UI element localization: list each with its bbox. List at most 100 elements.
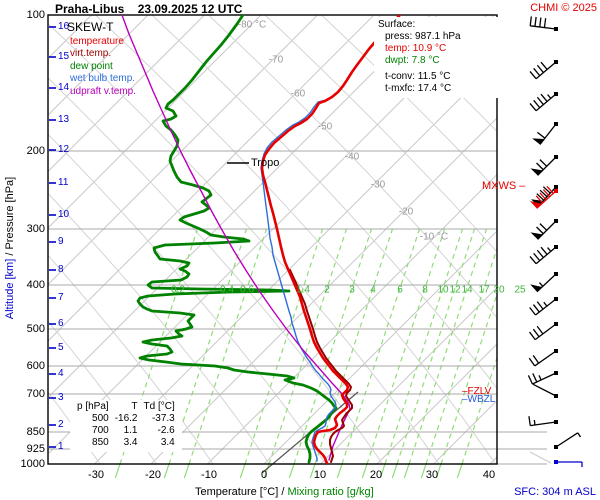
isotherm-label: -20 [398, 206, 414, 218]
curve-legend: temperature virt.temp. dew point wet bulb t… [70, 36, 136, 98]
updraft-virt-temp-curve [121, 15, 351, 461]
mixing-ratio-tick [114, 463, 121, 479]
altitude-tick-label: 3 [58, 392, 64, 403]
y-axis-title: Altitude [km] / Pressure [hPa] [4, 153, 16, 343]
y-axis-title-sep: / [4, 252, 16, 256]
surface-value-line: press: 987.1 hPa [385, 31, 461, 42]
mixing-ratio-tick [435, 463, 442, 479]
mixing-ratio-tick [361, 463, 368, 479]
dry-adiabat-line [151, 15, 497, 390]
copyright-label: CHMI © 2025 [530, 2, 597, 14]
pressure-tick-label: 1000 [20, 458, 45, 470]
altitude-tick-label: 16 [58, 21, 70, 32]
pressure-tick-label: 500 [26, 323, 45, 335]
pressure-tick-label: 700 [26, 388, 45, 400]
sounding-curves [121, 15, 402, 464]
isotherm-line [150, 117, 497, 464]
legend-item: udpraft v.temp. [70, 85, 136, 97]
wind-barb [554, 460, 583, 467]
wind-barb [529, 185, 558, 209]
dew-point-curve [136, 15, 338, 464]
mixing-ratio-label: 3 [349, 284, 355, 296]
freezing-level-label: –FZLV [462, 386, 492, 397]
x-tick-label: -10 [201, 469, 217, 481]
altitude-tick-label: 4 [58, 368, 64, 379]
wind-barb [529, 245, 558, 265]
mixing-ratio-label: 6 [397, 284, 403, 296]
isotherm-line [48, 15, 431, 399]
wind-barb [532, 383, 558, 398]
altitude-tick-label: 2 [58, 419, 64, 430]
altitude-tick-label: 5 [58, 342, 64, 353]
wind-barb [529, 92, 558, 112]
station-name: Praha-Libus [55, 2, 125, 16]
mixing-ratio-label: 0.2 [171, 284, 185, 296]
altitude-tick-label: 7 [58, 292, 64, 303]
table-cell: 850 [92, 437, 109, 448]
isotherm-label: -70 [268, 54, 284, 66]
mixing-ratio-label: 2 [324, 284, 330, 296]
x-tick-label: 30 [425, 469, 439, 481]
mixing-ratio-tick [288, 463, 295, 479]
pressure-tick-label: 300 [26, 223, 45, 235]
mixing-ratio-label: 4 [370, 284, 376, 296]
table-row: 700 1.1 -2.6 [74, 426, 178, 438]
mixing-ratio-tick [391, 463, 398, 479]
wind-barb [527, 371, 558, 385]
altitude-tick-label: 14 [58, 82, 70, 93]
pressure-tick-label: 400 [26, 279, 45, 291]
table-cell: -2.6 [157, 425, 175, 436]
wind-barb [530, 272, 558, 293]
dry-adiabat-line [48, 192, 270, 464]
table-cell: 3.4 [123, 437, 138, 448]
mixing-ratio-label: 0.4 [220, 284, 234, 296]
dry-adiabat-line [48, 22, 440, 464]
mixing-ratio-label: 1.4 [296, 284, 310, 296]
max-wind-label: MXWS – [482, 180, 526, 192]
mixing-ratio-tick [379, 463, 386, 479]
isotherm-line [48, 15, 262, 229]
sounding-datetime: 23.09.2025 12 UTC [137, 2, 243, 16]
surface-value-line: dwpt: 7.8 °C [385, 55, 440, 66]
table-header-cell: Td [°C] [143, 401, 175, 412]
pressure-tick-label: 200 [26, 145, 45, 157]
altitude-tick-label: 9 [58, 236, 64, 247]
wind-barb [528, 416, 558, 427]
pressure-tick-label: 925 [26, 443, 45, 455]
x-tick-label: 10 [313, 469, 327, 481]
surface-derived-line: t-conv: 11.5 °C [385, 71, 451, 82]
isotherm-line [207, 173, 497, 464]
wind-barb [532, 122, 558, 145]
wind-barb [529, 297, 558, 316]
mixing-ratio-tick [420, 463, 427, 479]
isotherm-label: -80 °C [237, 19, 267, 31]
wind-barb [528, 322, 558, 341]
isotherm-label: -30 [370, 179, 386, 191]
wind-barb [528, 349, 558, 367]
dry-adiabat-line [264, 15, 497, 253]
isotherm-line [48, 15, 375, 342]
x-axis-title: Temperature [°C] / Mixing ratio [g/kg] [195, 486, 374, 498]
station-elevation-label: SFC: 304 m ASL [514, 486, 596, 498]
legend-item: dew point [70, 60, 113, 72]
grid-fragment [529, 451, 552, 464]
mixing-ratio-tick [309, 463, 316, 479]
table-cell: 700 [92, 425, 109, 436]
isotherm-label: -50 [317, 121, 333, 133]
table-row: 500 -16.2 -37.3 [74, 414, 178, 426]
dry-adiabat-line [48, 391, 101, 464]
isotherm-label: -10 °C [419, 231, 449, 243]
mixing-ratio-label: 12 [449, 284, 461, 296]
wind-barb [554, 432, 582, 449]
y-axis-title-altitude: Altitude [km] [4, 258, 16, 320]
wet-bulb-curve [260, 15, 401, 462]
levels-table: p [hPa] T Td [°C] 500 -16.2 -37.3 700 1.1 -2.6 85… [70, 400, 182, 452]
isotherm-label: -60 [290, 88, 306, 100]
surface-derived-values: t-conv: 11.5 °C t-mxfc: 17.4 °C [378, 71, 500, 95]
mixing-ratio-tick [263, 463, 270, 479]
x-axis-title-sep: / [281, 486, 285, 498]
x-tick-label: -30 [88, 469, 104, 481]
mixing-ratio-tick [336, 463, 343, 479]
